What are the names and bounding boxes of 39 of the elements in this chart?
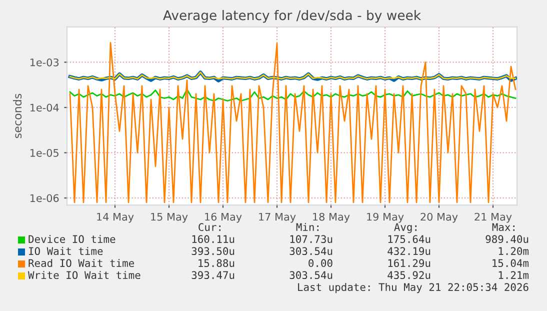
text: Min:: [296, 222, 318, 231]
x-tick-label: 21 May: [474, 212, 512, 223]
text: 393.50u: [192, 247, 234, 256]
text: 1.20m: [498, 247, 529, 256]
x-tick-label: 18 May: [313, 212, 350, 223]
text: 161.29u: [388, 259, 430, 268]
legend-label: Device IO time: [28, 234, 116, 244]
y-tick-label: 1e-03: [30, 58, 59, 66]
x-tick-label: 15 May: [151, 212, 188, 223]
x-tick-label: 14 May: [97, 212, 134, 223]
text: 0.00: [308, 259, 332, 268]
y-axis-title: seconds: [13, 94, 22, 138]
y-tick-label: 1e-06: [30, 194, 59, 202]
text: 160.11u: [192, 235, 234, 244]
chart-title: Average latency for /dev/sda - by week: [163, 10, 422, 23]
text: 1.21m: [498, 271, 529, 279]
text: Cur:: [198, 223, 220, 232]
text: 432.19u: [388, 247, 430, 256]
text: Last update: Thu May 21 22:05:34 2026: [298, 282, 528, 294]
legend-label: Write IO Wait time: [28, 270, 140, 280]
text: 989.40u: [486, 235, 528, 244]
text: Avg:: [394, 223, 416, 234]
text: 15.04m: [492, 259, 529, 268]
text: Max:: [492, 223, 514, 232]
x-tick-label: 16 May: [205, 212, 242, 223]
text: 175.64u: [388, 235, 430, 244]
text: 435.92u: [388, 271, 430, 280]
y-tick-label: 1e-04: [30, 104, 59, 112]
x-tick-label: 17 May: [259, 212, 296, 223]
text: 393.47u: [192, 271, 234, 280]
legend-label: Read IO Wait time: [28, 258, 134, 268]
x-tick-label: 20 May: [420, 212, 458, 223]
legend-label: IO Wait time: [29, 246, 103, 256]
text: 107.73u: [290, 235, 332, 244]
y-tick-label: 1e-05: [30, 148, 58, 157]
x-tick-label: 19 May: [367, 212, 404, 223]
text: 303.54u: [290, 247, 332, 256]
text: 15.88u: [198, 259, 234, 268]
text: 303.54u: [290, 271, 332, 280]
